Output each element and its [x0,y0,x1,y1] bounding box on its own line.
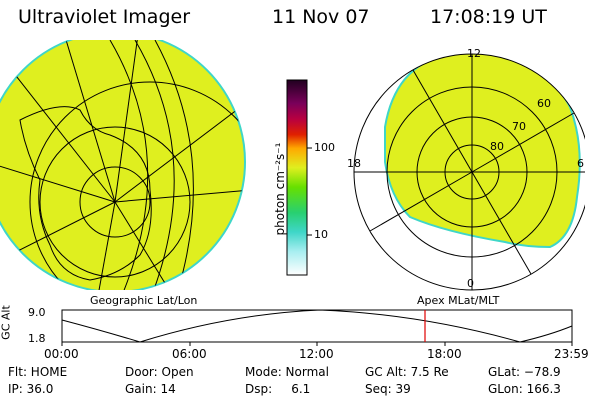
colorbar-gradient [286,79,308,276]
orbit-tick-0000: 00:00 [44,347,79,361]
orbit-plot-frame [61,309,573,343]
coastline [19,106,152,281]
magnetic-caption: Apex MLat/MLT [417,294,500,307]
latitude-ring [79,166,151,238]
magnetic-polar-map [353,53,585,291]
colorbar-unit-label: photon cm⁻²s⁻¹ [273,142,287,236]
latitude-ring [29,81,245,290]
colorbar [286,79,312,276]
colorbar-tick-100: 100 [314,141,335,154]
mlat-60-label: 60 [537,97,551,110]
mlt-18-label: 18 [347,157,361,170]
orbit-tick-0600: 06:00 [172,347,207,361]
status-gc-alt: GC Alt: 7.5 Re [365,365,449,379]
colorbar-tick-10: 10 [314,228,328,241]
status-gain: Gain: 14 [125,382,176,396]
mlt-0-label: 0 [467,277,474,290]
mlt-12-label: 12 [467,47,481,60]
mlat-80-label: 80 [490,140,504,153]
status-door: Door: Open [125,365,194,379]
uv-auroral-region [384,54,581,249]
orbit-tick-1800: 18:00 [427,347,462,361]
mlat-70-label: 70 [512,120,526,133]
mlt-6-label: 6 [577,157,584,170]
orbit-tick-1200: 12:00 [299,347,334,361]
orbit-tick-2359: 23:59 [554,347,589,361]
header-time: 17:08:19 UT [430,6,547,28]
altitude-curve [61,309,573,343]
status-flight: Flt: HOME [8,365,68,379]
status-ip: IP: 36.0 [8,382,54,396]
orbit-ylabel: GC Alt [0,305,13,340]
uv-image-disk [0,40,246,290]
geographic-caption: Geographic Lat/Lon [90,294,198,307]
latitude-ring [39,126,191,278]
orbit-ymin: 1.8 [28,332,46,345]
geographic-map [0,40,246,290]
orbit-altitude-plot [61,309,573,346]
orbit-ymax: 9.0 [28,306,46,319]
header-date: 11 Nov 07 [272,6,370,28]
status-glon: GLon: 166.3 [488,382,561,396]
status-seq: Seq: 39 [365,382,411,396]
app-title: Ultraviolet Imager [18,6,191,28]
status-glat: GLat: −78.9 [488,365,561,379]
status-dsp: Dsp: 6.1 [245,382,311,396]
status-mode: Mode: Normal [245,365,329,379]
